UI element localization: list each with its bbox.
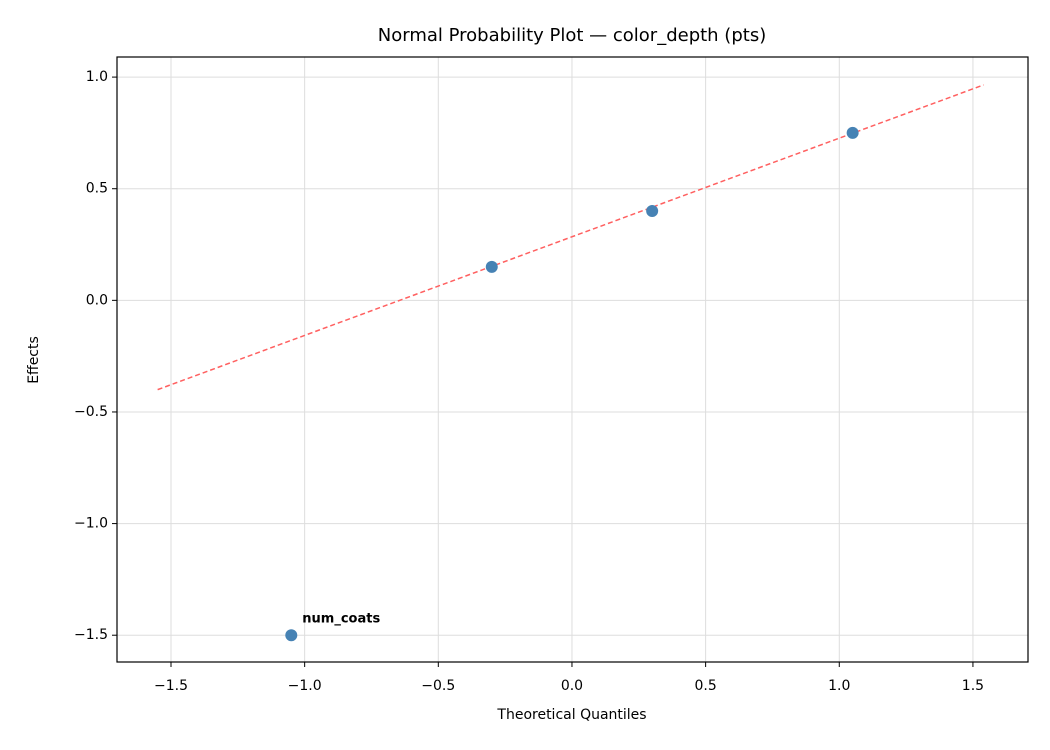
y-tick-label: −1.0: [74, 516, 108, 532]
chart-title: Normal Probability Plot — color_depth (p…: [378, 25, 766, 46]
reference-line: [157, 84, 984, 391]
x-tick-label: 0.5: [694, 678, 716, 694]
y-axis-label: Effects: [26, 336, 42, 384]
y-tick-label: −0.5: [74, 404, 108, 420]
point: [285, 629, 298, 642]
y-tick-label: 0.5: [86, 181, 108, 197]
y-tick-label: −1.5: [74, 627, 108, 643]
x-axis-label: Theoretical Quantiles: [496, 707, 646, 723]
x-tick-label: −1.5: [154, 678, 188, 694]
x-tick-label: 1.5: [962, 678, 984, 694]
x-tick-label: 0.0: [561, 678, 583, 694]
y-tick-label: 0.0: [86, 292, 108, 308]
annotation: num_coats: [302, 612, 380, 627]
plot-frame: [116, 56, 1029, 663]
x-tick-label: 1.0: [828, 678, 850, 694]
x-tick-label: −1.0: [288, 678, 322, 694]
x-tick-label: −0.5: [421, 678, 455, 694]
point: [485, 260, 498, 273]
y-tick-label: 1.0: [86, 69, 108, 85]
point: [846, 126, 859, 139]
point: [646, 205, 659, 218]
